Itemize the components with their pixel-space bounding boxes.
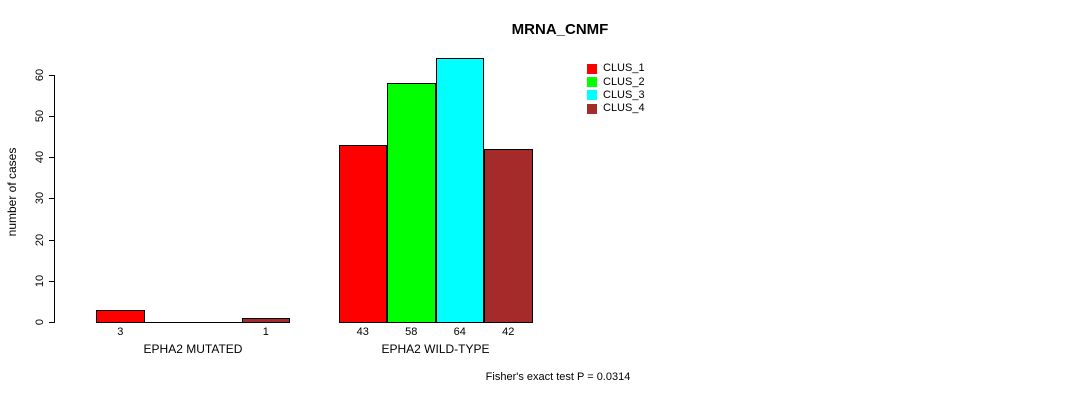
bar-value-label: 42: [502, 326, 515, 338]
y-axis-label: number of cases: [5, 147, 19, 237]
legend-item-clus_2: CLUS_2: [587, 75, 645, 88]
legend: CLUS_1 CLUS_2 CLUS_3 CLUS_4: [587, 62, 645, 116]
y-tick-label: 0: [34, 318, 46, 326]
bar-clus_4: [241, 317, 290, 323]
bar-value-label: 58: [405, 326, 418, 338]
chart-title: MRNA_CNMF: [511, 21, 609, 38]
bar-value-label: 43: [356, 326, 369, 338]
bar-clus_2: [387, 83, 436, 323]
bar-value-label: 3: [117, 326, 124, 338]
y-tick-label: 40: [34, 151, 46, 164]
bar-value-label: 64: [453, 326, 466, 338]
y-tick-mark: [49, 116, 54, 117]
bar-clus_3: [435, 58, 484, 323]
y-tick-mark: [49, 280, 54, 282]
legend-swatch-icon: [587, 103, 597, 114]
x-group-label: EPHA2 MUTATED: [143, 342, 243, 356]
legend-item-clus_1: CLUS_1: [587, 62, 645, 75]
y-tick-mark: [49, 157, 54, 159]
y-tick-label: 60: [34, 68, 46, 81]
legend-item-clus_3: CLUS_3: [587, 89, 645, 102]
y-tick-label: 20: [34, 233, 46, 246]
x-group-label: EPHA2 WILD-TYPE: [381, 342, 490, 356]
legend-item-clus_4: CLUS_4: [587, 102, 645, 115]
legend-swatch-icon: [587, 90, 597, 101]
legend-swatch-icon: [587, 77, 597, 88]
y-tick-mark: [49, 239, 54, 241]
bar-value-label: 1: [262, 326, 269, 338]
legend-swatch-icon: [587, 63, 597, 74]
legend-label: CLUS_3: [603, 88, 645, 101]
y-axis-line: [54, 74, 55, 323]
y-tick-label: 10: [34, 274, 46, 287]
bar-clus_4: [484, 148, 533, 323]
bar-clus_1: [338, 144, 387, 323]
legend-label: CLUS_2: [603, 75, 645, 88]
y-tick-mark: [49, 74, 54, 76]
legend-label: CLUS_1: [603, 62, 645, 75]
y-tick-label: 30: [34, 192, 46, 205]
footnote: Fisher's exact test P = 0.0314: [485, 371, 631, 383]
y-tick-label: 50: [34, 109, 46, 123]
group-baseline: [96, 322, 290, 323]
bar-clus_1: [96, 309, 145, 323]
y-tick-mark: [49, 322, 54, 323]
legend-label: CLUS_4: [603, 102, 645, 115]
y-tick-mark: [49, 198, 54, 200]
